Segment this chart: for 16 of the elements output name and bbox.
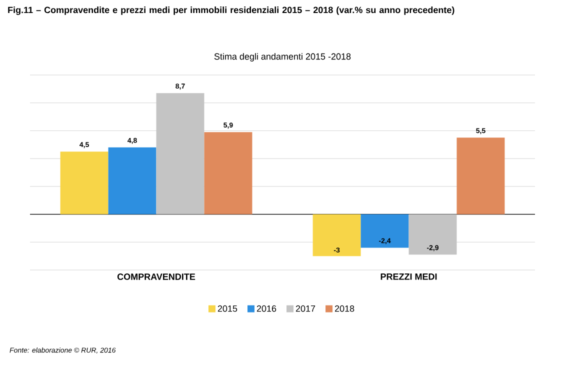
bar xyxy=(408,214,457,255)
bar xyxy=(108,147,156,214)
bar xyxy=(360,214,409,248)
legend-label: 2016 xyxy=(256,305,276,312)
bar xyxy=(312,214,361,256)
legend-label: 2015 xyxy=(218,305,238,312)
chart-subtitle: Stima degli andamenti 2015 -2018 xyxy=(214,53,351,62)
legend-label: 2018 xyxy=(334,305,354,312)
x-tick-label: COMPRAVENDITE xyxy=(117,274,196,280)
x-tick-label: PREZZI MEDI xyxy=(380,274,437,280)
bar xyxy=(204,132,252,214)
bar xyxy=(156,93,204,214)
chart-title: Fig.11 – Compravendite e prezzi medi per immobili residenziali 2015 – 2018 (var.% su anno precedente) xyxy=(8,6,454,15)
bar xyxy=(60,152,108,214)
legend-label: 2017 xyxy=(296,305,316,312)
bar xyxy=(456,138,505,214)
